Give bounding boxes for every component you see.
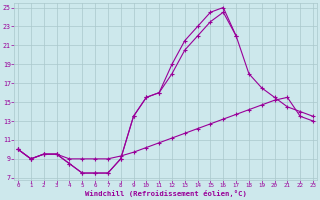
X-axis label: Windchill (Refroidissement éolien,°C): Windchill (Refroidissement éolien,°C) [84,190,246,197]
